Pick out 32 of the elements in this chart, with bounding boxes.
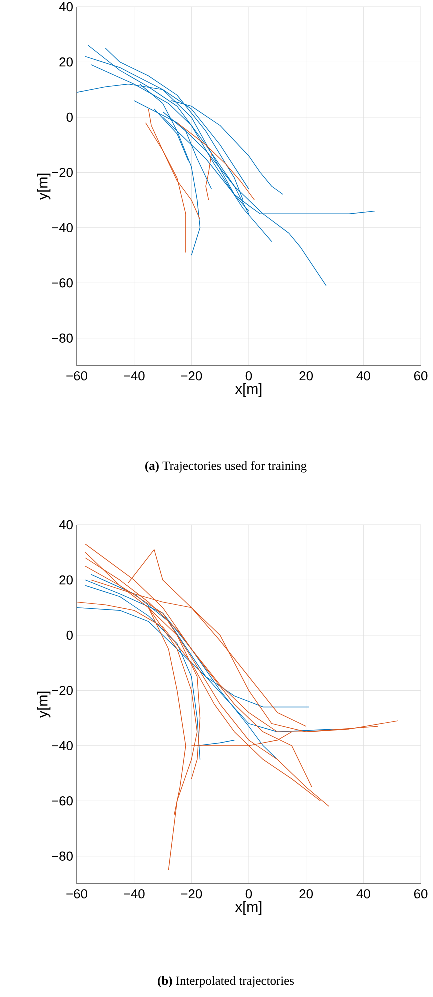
x-tick-label: 40 — [356, 372, 370, 381]
x-tick-label: 60 — [414, 372, 428, 381]
x-tick-label: −20 — [181, 890, 202, 899]
x-tick-label: −40 — [124, 372, 145, 381]
y-tick-label: −20 — [52, 168, 73, 178]
y-tick-label: −80 — [52, 334, 73, 343]
y-tick-label: 20 — [60, 576, 73, 585]
y-axis-title: y[m] — [37, 174, 51, 200]
x-tick-label: 40 — [356, 890, 370, 899]
x-tick-label: −20 — [181, 372, 202, 381]
y-tick-label: −40 — [52, 741, 73, 750]
x-axis-title: x[m] — [236, 902, 262, 915]
x-axis-title: x[m] — [236, 384, 262, 397]
y-tick-label: 40 — [59, 520, 73, 530]
x-tick-label: 0 — [246, 890, 252, 899]
x-tick-label: 20 — [300, 372, 314, 381]
text: (a) Trajectories used for training — [146, 461, 307, 473]
y-tick-label: 20 — [60, 58, 73, 67]
y-tick-label: −60 — [52, 278, 73, 288]
y-tick-label: −80 — [52, 852, 73, 861]
x-tick-label: −40 — [124, 890, 145, 899]
x-tick-label: 20 — [300, 890, 314, 899]
y-axis-title: y[m] — [37, 692, 51, 718]
y-tick-label: −40 — [52, 223, 73, 232]
y-tick-label: −60 — [52, 796, 73, 806]
x-tick-label: 0 — [246, 372, 252, 381]
y-tick-label: 0 — [66, 112, 73, 122]
y-tick-label: 0 — [66, 630, 73, 640]
text: (b) Interpolated trajectories — [158, 976, 294, 988]
y-tick-label: −20 — [52, 686, 73, 696]
y-tick-label: 40 — [59, 2, 73, 12]
x-tick-label: 60 — [414, 890, 428, 899]
